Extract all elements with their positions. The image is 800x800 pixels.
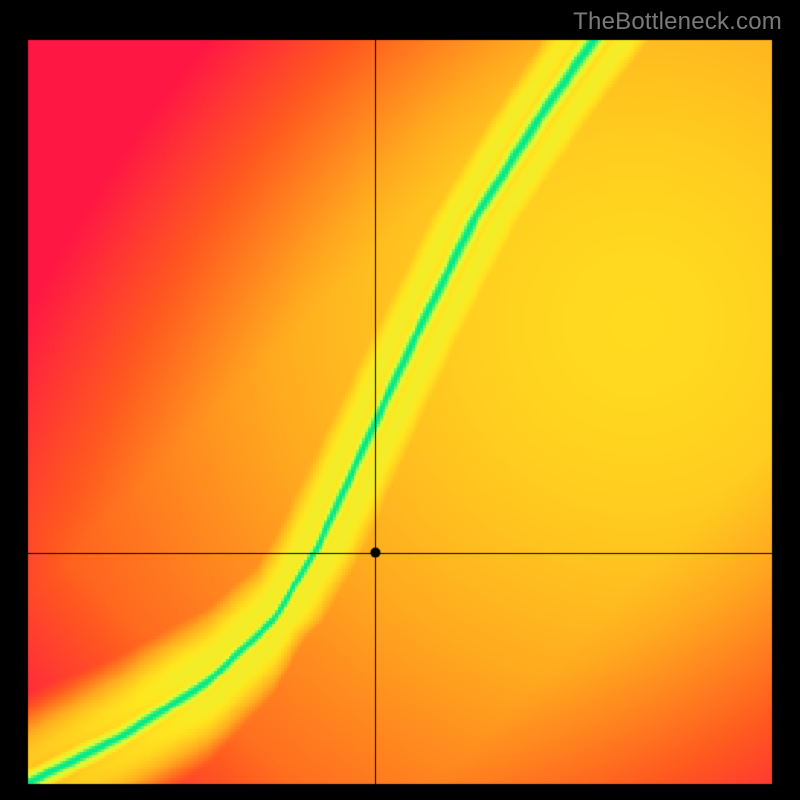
watermark-text: TheBottleneck.com [573, 8, 782, 36]
heatmap-canvas [0, 0, 800, 800]
